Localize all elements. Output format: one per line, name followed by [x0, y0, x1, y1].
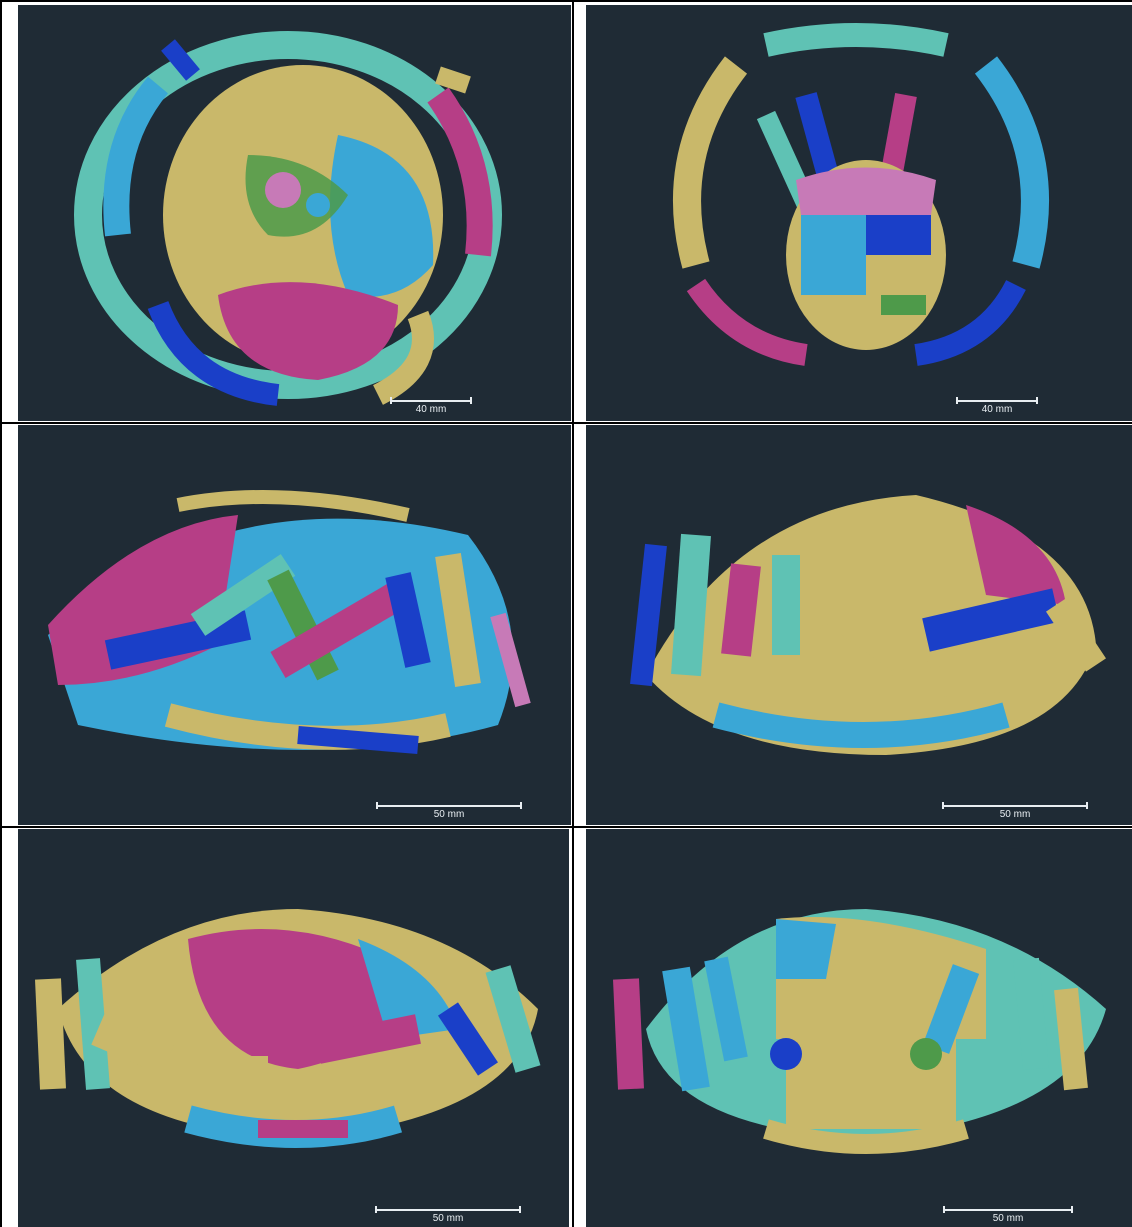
- crab-posterior-view: [613, 909, 1106, 1154]
- crab-dorsal-view: [74, 31, 502, 406]
- panel-top-left: 40 mm: [18, 5, 571, 421]
- scale-bar-label: 50 mm: [433, 809, 465, 820]
- frame-top-border: [0, 0, 1132, 2]
- crab-ventral-view: [673, 23, 1049, 366]
- panel-bottom-left: 50 mm: [18, 829, 569, 1227]
- crab-lateral-view: [48, 490, 531, 754]
- panel-middle-left: 50 mm: [18, 425, 571, 825]
- scale-bar-label: 50 mm: [999, 809, 1031, 820]
- panel-bottom-right: 50 mm: [586, 829, 1132, 1227]
- crab-lateral-view-opposite: [630, 495, 1106, 755]
- scale-bar-label: 50 mm: [432, 1213, 464, 1224]
- panel-top-right: 40 mm: [586, 5, 1132, 421]
- crab-frontal-view: [35, 909, 541, 1148]
- row-divider-2: [0, 826, 1132, 828]
- frame-left-border: [0, 0, 2, 1227]
- row-divider-1: [0, 422, 1132, 424]
- panel-middle-right: 50 mm: [586, 425, 1132, 825]
- scale-bar-label: 50 mm: [992, 1213, 1024, 1224]
- column-divider: [572, 0, 574, 1227]
- scale-bar-label: 40 mm: [981, 404, 1013, 415]
- scale-bar-label: 40 mm: [415, 404, 447, 415]
